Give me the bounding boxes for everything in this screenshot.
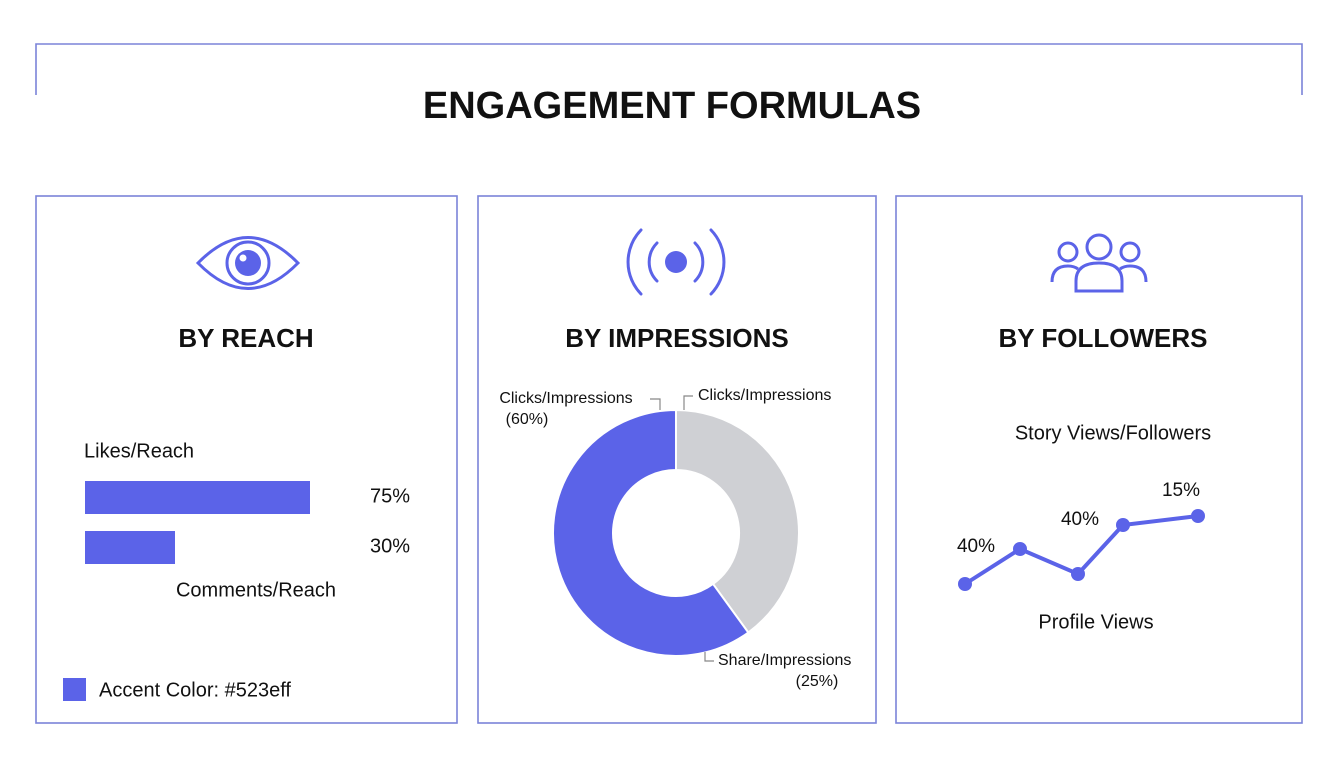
category-label: Comments/Reach (176, 579, 336, 601)
panel-title: BY REACH (178, 323, 313, 353)
segment-label: Clicks/Impressions (499, 390, 632, 407)
point (958, 577, 972, 591)
segment-value-label: (60%) (506, 411, 549, 428)
segment-label: Clicks/Impressions (698, 387, 831, 404)
value-label: 75% (370, 485, 410, 507)
panel (35, 195, 458, 724)
donut-segment (675, 408, 800, 634)
panel (895, 195, 1303, 724)
header-frame (35, 43, 1303, 95)
point (1116, 518, 1130, 532)
donut-segment (552, 408, 750, 657)
x-axis-label: Profile Views (1038, 611, 1153, 633)
data-annotation: 40% (1061, 509, 1099, 530)
chart-subtitle: Story Views/Followers (1015, 422, 1211, 444)
bar (85, 531, 175, 564)
annotation-value: (25%) (796, 673, 839, 690)
eye-icon (195, 236, 301, 290)
category-label: Likes/Reach (84, 440, 194, 462)
broadcast-icon (626, 228, 726, 296)
panel-title: BY IMPRESSIONS (565, 323, 788, 353)
leader-line (704, 652, 714, 662)
legend-note: Accent Color: #523eff (99, 679, 291, 701)
point (1071, 567, 1085, 581)
data-annotation: 15% (1162, 480, 1200, 501)
leader-line (650, 398, 661, 410)
legend-swatch (63, 678, 86, 701)
panel-title: BY FOLLOWERS (999, 323, 1208, 353)
page-title: ENGAGEMENT FORMULAS (423, 85, 921, 127)
annotation: Share/Impressions (718, 652, 851, 669)
point (1191, 509, 1205, 523)
panel (477, 195, 877, 724)
point (1013, 542, 1027, 556)
data-annotation: 40% (957, 536, 995, 557)
leader-line (683, 395, 693, 410)
people-icon (1050, 233, 1148, 293)
bar (85, 481, 310, 514)
value-label: 30% (370, 535, 410, 557)
